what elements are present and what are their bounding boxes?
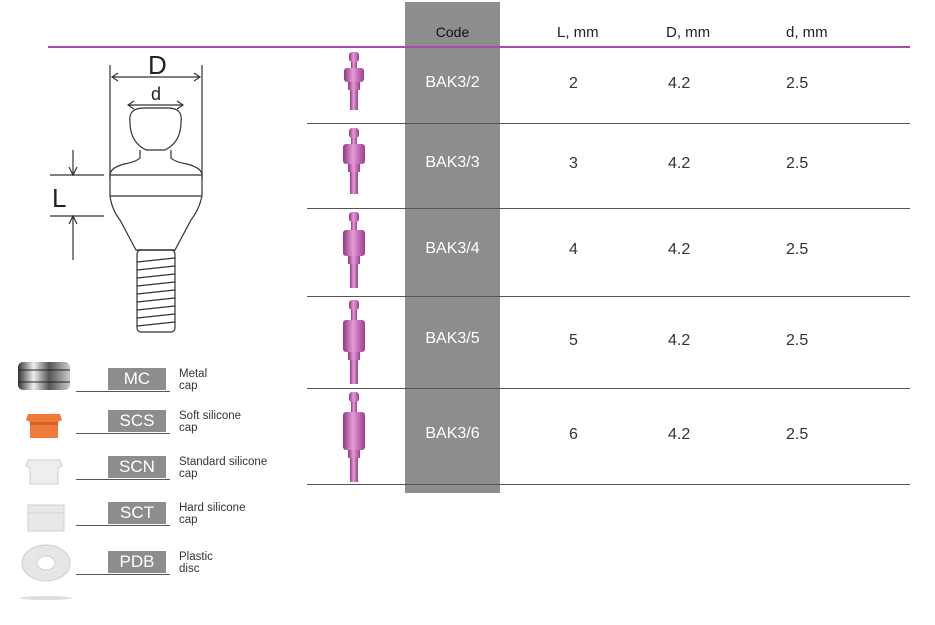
row-code: BAK3/6 [425, 425, 480, 442]
hard-silicone-cap-icon [27, 504, 65, 532]
row-code: BAK3/3 [425, 154, 480, 171]
label-d: d [151, 84, 162, 104]
cap-code-mc: MC [108, 368, 166, 390]
row-d-small: 2.5 [786, 426, 809, 443]
row-l: 6 [569, 426, 578, 443]
cap-description: Standard silicone cap [179, 456, 268, 480]
implant-image [343, 300, 365, 384]
row-d-big: 4.2 [668, 426, 691, 443]
cap-code-sct: SCT [108, 502, 166, 524]
row-d-small: 2.5 [786, 75, 809, 92]
header-divider [48, 46, 910, 48]
row-l: 5 [569, 332, 578, 349]
row-divider [307, 123, 910, 124]
row-divider [307, 388, 910, 389]
row-divider [307, 484, 910, 485]
row-d-big: 4.2 [668, 75, 691, 92]
row-code: BAK3/4 [425, 240, 480, 257]
cap-code-pdb: PDB [108, 551, 166, 573]
implant-image [343, 212, 365, 288]
implant-image [343, 128, 365, 194]
implant-image [343, 392, 365, 482]
label-L: L [52, 183, 67, 213]
header-l: L, mm [557, 24, 599, 41]
implant-thumbnails [343, 52, 365, 482]
row-d-big: 4.2 [668, 155, 691, 172]
label-D: D [148, 50, 167, 80]
row-l: 2 [569, 75, 578, 92]
cap-code-scs: SCS [108, 410, 166, 432]
cap-underline [76, 574, 170, 575]
row-divider [307, 208, 910, 209]
cap-description: Metal cap [179, 368, 208, 392]
header-d-big: D, mm [666, 24, 711, 41]
soft-silicone-cap-icon [26, 414, 62, 438]
cap-description: Soft silicone cap [179, 410, 242, 434]
header-code: Code [435, 24, 470, 40]
row-l: 3 [569, 155, 578, 172]
code-column-background [405, 2, 500, 493]
row-d-small: 2.5 [786, 155, 809, 172]
standard-silicone-cap-icon [25, 459, 63, 485]
cap-code-scn: SCN [108, 456, 166, 478]
row-code: BAK3/5 [425, 330, 480, 347]
cap-description: Hard silicone cap [179, 502, 246, 526]
header-d-small: d, mm [786, 24, 828, 41]
abutment-drawing [50, 65, 203, 333]
cap-description: Plastic disc [179, 551, 213, 575]
row-d-big: 4.2 [668, 332, 691, 349]
cap-underline [76, 433, 170, 434]
row-code: BAK3/2 [425, 74, 480, 91]
cap-underline [76, 391, 170, 392]
cap-underline [76, 525, 170, 526]
plastic-disc-icon [20, 544, 72, 600]
metal-cap-icon [18, 362, 70, 390]
row-d-big: 4.2 [668, 241, 691, 258]
row-d-small: 2.5 [786, 332, 809, 349]
cap-underline [76, 479, 170, 480]
implant-image [344, 52, 364, 110]
row-l: 4 [569, 241, 578, 258]
row-divider [307, 296, 910, 297]
row-d-small: 2.5 [786, 241, 809, 258]
